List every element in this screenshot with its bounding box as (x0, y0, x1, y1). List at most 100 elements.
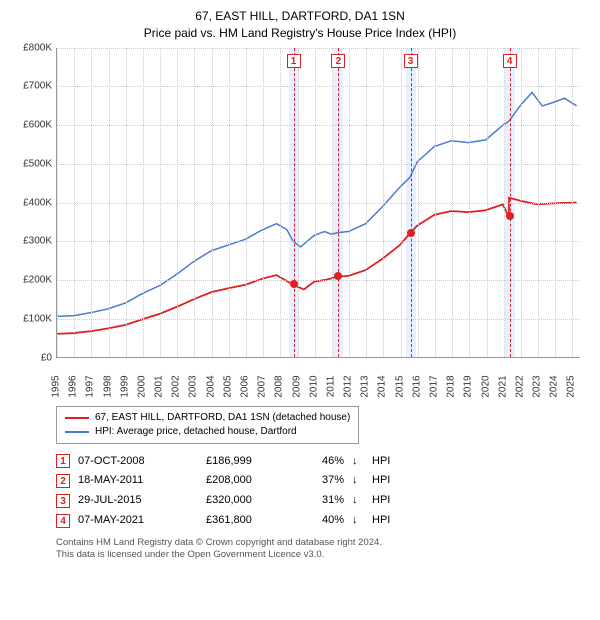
row-pct: 31% (304, 491, 344, 511)
down-arrow-icon: ↓ (352, 471, 364, 491)
row-price: £361,800 (206, 511, 296, 531)
xtick-label: 2004 (205, 375, 216, 397)
xtick-label: 2019 (463, 375, 474, 397)
row-price: £186,999 (206, 452, 296, 472)
grid-v (555, 48, 556, 357)
ytick-label: £600K (12, 120, 52, 131)
xtick-label: 2013 (360, 375, 371, 397)
footer-line1: Contains HM Land Registry data © Crown c… (56, 537, 588, 549)
xtick-label: 1996 (68, 375, 79, 397)
legend-label: HPI: Average price, detached house, Dart… (95, 425, 297, 439)
title-line1: 67, EAST HILL, DARTFORD, DA1 1SN (12, 8, 588, 25)
grid-v (487, 48, 488, 357)
legend-swatch (65, 431, 89, 433)
xtick-label: 2005 (222, 375, 233, 397)
ytick-label: £800K (12, 42, 52, 53)
table-row: 107-OCT-2008£186,99946%↓HPI (56, 452, 588, 472)
grid-v (401, 48, 402, 357)
ytick-label: £400K (12, 197, 52, 208)
sale-dot (290, 280, 298, 288)
grid-h (57, 164, 580, 165)
grid-v (383, 48, 384, 357)
title-line2: Price paid vs. HM Land Registry's House … (12, 25, 588, 42)
grid-v (521, 48, 522, 357)
xtick-label: 1999 (119, 375, 130, 397)
grid-v (57, 48, 58, 357)
table-row: 329-JUL-2015£320,00031%↓HPI (56, 491, 588, 511)
xtick-label: 2018 (446, 375, 457, 397)
sale-marker-line (411, 48, 412, 357)
grid-v (298, 48, 299, 357)
xtick-label: 2007 (257, 375, 268, 397)
grid-h (57, 319, 580, 320)
down-arrow-icon: ↓ (352, 511, 364, 531)
grid-h (57, 241, 580, 242)
footer: Contains HM Land Registry data © Crown c… (56, 537, 588, 562)
grid-v (126, 48, 127, 357)
row-cmp: HPI (372, 471, 390, 491)
grid-h (57, 203, 580, 204)
legend-swatch (65, 417, 89, 419)
grid-v (504, 48, 505, 357)
xtick-label: 2025 (566, 375, 577, 397)
row-date: 29-JUL-2015 (78, 491, 198, 511)
sale-dot (506, 212, 514, 220)
xtick-label: 2000 (136, 375, 147, 397)
ytick-label: £200K (12, 275, 52, 286)
footer-line2: This data is licensed under the Open Gov… (56, 549, 588, 561)
grid-v (349, 48, 350, 357)
xtick-label: 2015 (394, 375, 405, 397)
grid-v (366, 48, 367, 357)
ytick-label: £300K (12, 236, 52, 247)
ytick-label: £700K (12, 81, 52, 92)
grid-h (57, 125, 580, 126)
grid-v (177, 48, 178, 357)
xtick-label: 2001 (154, 375, 165, 397)
grid-v (538, 48, 539, 357)
row-badge: 3 (56, 494, 70, 508)
xtick-label: 2011 (325, 375, 336, 397)
row-price: £320,000 (206, 491, 296, 511)
grid-v (418, 48, 419, 357)
xtick-label: 2010 (308, 375, 319, 397)
xtick-label: 2017 (428, 375, 439, 397)
down-arrow-icon: ↓ (352, 452, 364, 472)
grid-v (74, 48, 75, 357)
row-cmp: HPI (372, 511, 390, 531)
grid-v (469, 48, 470, 357)
sale-marker-line (294, 48, 295, 357)
row-pct: 46% (304, 452, 344, 472)
plot-region: 1234 (56, 48, 580, 358)
sale-dot (407, 229, 415, 237)
row-badge: 1 (56, 454, 70, 468)
sale-badge: 1 (287, 54, 301, 68)
xtick-label: 1997 (85, 375, 96, 397)
row-pct: 37% (304, 471, 344, 491)
grid-v (91, 48, 92, 357)
grid-v (160, 48, 161, 357)
table-row: 407-MAY-2021£361,80040%↓HPI (56, 511, 588, 531)
sale-badge: 2 (331, 54, 345, 68)
sale-marker-line (510, 48, 511, 357)
grid-v (572, 48, 573, 357)
xtick-label: 2003 (188, 375, 199, 397)
xtick-label: 2014 (377, 375, 388, 397)
row-date: 07-OCT-2008 (78, 452, 198, 472)
grid-v (332, 48, 333, 357)
grid-v (212, 48, 213, 357)
grid-v (194, 48, 195, 357)
grid-h (57, 86, 580, 87)
xtick-label: 2012 (343, 375, 354, 397)
chart-title: 67, EAST HILL, DARTFORD, DA1 1SN Price p… (12, 8, 588, 42)
legend-row: 67, EAST HILL, DARTFORD, DA1 1SN (detach… (65, 411, 350, 425)
chart-area: 1234 £0£100K£200K£300K£400K£500K£600K£70… (12, 48, 588, 400)
xtick-label: 2009 (291, 375, 302, 397)
xtick-label: 2020 (480, 375, 491, 397)
xtick-label: 2008 (274, 375, 285, 397)
xtick-label: 2002 (171, 375, 182, 397)
ytick-label: £0 (12, 352, 52, 363)
xtick-label: 2016 (411, 375, 422, 397)
sale-dot (334, 272, 342, 280)
legend-row: HPI: Average price, detached house, Dart… (65, 425, 350, 439)
grid-v (315, 48, 316, 357)
